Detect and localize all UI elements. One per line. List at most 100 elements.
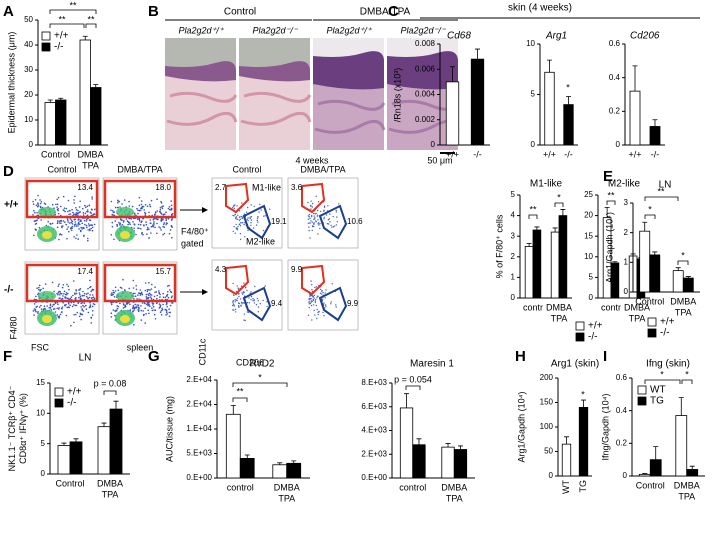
- x-tick-label: control: [227, 482, 254, 492]
- flow-plot: [24, 261, 100, 335]
- flow-dot: [166, 293, 169, 296]
- m2-percent: 9.9: [347, 299, 359, 308]
- flow-dot: [319, 292, 322, 294]
- flow-dot: [36, 212, 38, 214]
- flow-dot: [92, 296, 95, 299]
- flow-dot: [308, 213, 311, 216]
- flow-dot: [73, 321, 75, 324]
- flow-dot: [78, 206, 81, 208]
- flow-dot: [154, 226, 156, 229]
- x-tick-label: -/-: [473, 149, 482, 159]
- flow-dot: [235, 311, 237, 313]
- y-tick-label: 10: [36, 408, 45, 417]
- flow-dot: [132, 279, 135, 282]
- chart-title: Cd206: [630, 31, 660, 42]
- flow-dot: [252, 300, 254, 302]
- flow-dot: [61, 297, 64, 300]
- flow-dot: [170, 200, 172, 202]
- flow-dot: [146, 226, 149, 229]
- annotation: *: [581, 389, 585, 399]
- flow-dot: [68, 298, 70, 301]
- flow-dot: [112, 289, 114, 292]
- flow-dot: [57, 220, 59, 222]
- flow-dot: [145, 296, 148, 298]
- flow-dot: [171, 218, 173, 220]
- flow-dot: [77, 209, 79, 212]
- flow-dot: [315, 221, 317, 223]
- flow-dot: [243, 313, 246, 315]
- flow-dot: [237, 225, 239, 228]
- flow-dot: [79, 200, 81, 203]
- flow-dot: [156, 198, 158, 200]
- flow-dot: [134, 303, 136, 306]
- flow-dot: [333, 225, 336, 227]
- y-tick-label: 0: [431, 140, 436, 149]
- bar: [470, 58, 485, 146]
- flow-dot: [257, 216, 259, 218]
- flow-dot: [74, 214, 76, 216]
- flow-dot: [144, 214, 147, 216]
- flow-dot: [236, 229, 239, 231]
- flow-dot: [141, 293, 144, 296]
- flow-dot: [171, 236, 173, 239]
- error-bar: [689, 465, 695, 470]
- flow-dot: [66, 297, 68, 300]
- bar: [638, 473, 651, 477]
- chart-title: Maresin 1: [410, 359, 454, 370]
- flow-dot: [39, 205, 42, 208]
- y-axis-label: AUC/tissue (mg): [164, 396, 174, 462]
- flow-dot: [146, 290, 149, 293]
- flow-dot: [114, 220, 116, 222]
- flow-dot: [78, 292, 81, 294]
- flow-dot: [243, 319, 245, 321]
- flow-dot: [323, 209, 325, 211]
- flow-dot: [148, 237, 150, 239]
- flow-dot: [112, 293, 114, 296]
- flow-dot: [75, 225, 78, 227]
- flow-dot: [237, 287, 239, 289]
- y-tick-label: 0: [616, 140, 621, 149]
- flow-dot: [152, 218, 155, 221]
- flow-dot: [317, 311, 319, 314]
- flow-dot: [257, 300, 259, 302]
- error-bar: [73, 438, 79, 442]
- x-tick-label: -/-: [651, 149, 660, 159]
- flow-dot: [165, 211, 167, 213]
- flow-dot: [61, 311, 63, 313]
- flow-dot: [150, 297, 153, 300]
- annotation: *: [258, 372, 262, 382]
- flow-dot: [115, 309, 118, 312]
- flow-dot: [162, 218, 164, 220]
- flow-dot: [128, 287, 130, 290]
- flow-dot: [323, 218, 325, 220]
- flow-dot: [153, 313, 156, 316]
- flow-dot: [58, 290, 60, 293]
- flow-dot: [75, 209, 78, 211]
- flow-dot: [235, 228, 238, 230]
- flow-dot: [165, 222, 168, 224]
- y-tick-label: 50: [24, 15, 33, 24]
- flow-dot: [131, 205, 134, 208]
- error-bar: [653, 446, 659, 460]
- flow-dot: [57, 208, 59, 210]
- flow-dot: [73, 202, 76, 204]
- flow-dot: [162, 223, 165, 226]
- flow-dot: [137, 310, 140, 313]
- flow-dot: [70, 219, 73, 221]
- flow-dot: [163, 226, 165, 228]
- flow-dot: [307, 222, 309, 224]
- chart-title: M1-like: [530, 179, 563, 190]
- flow-dot: [56, 292, 58, 295]
- flow-dot: [38, 226, 41, 229]
- flow-dot: [317, 201, 320, 203]
- flow-dot: [318, 224, 320, 226]
- flow-dot: [233, 309, 235, 311]
- flow-dot: [80, 226, 82, 229]
- flow-dot: [40, 288, 42, 291]
- flow-dot: [159, 304, 162, 307]
- y-tick-label: 10: [526, 39, 535, 48]
- flow-dot: [330, 224, 332, 227]
- flow-dot: [259, 303, 261, 305]
- flow-dot: [91, 198, 93, 200]
